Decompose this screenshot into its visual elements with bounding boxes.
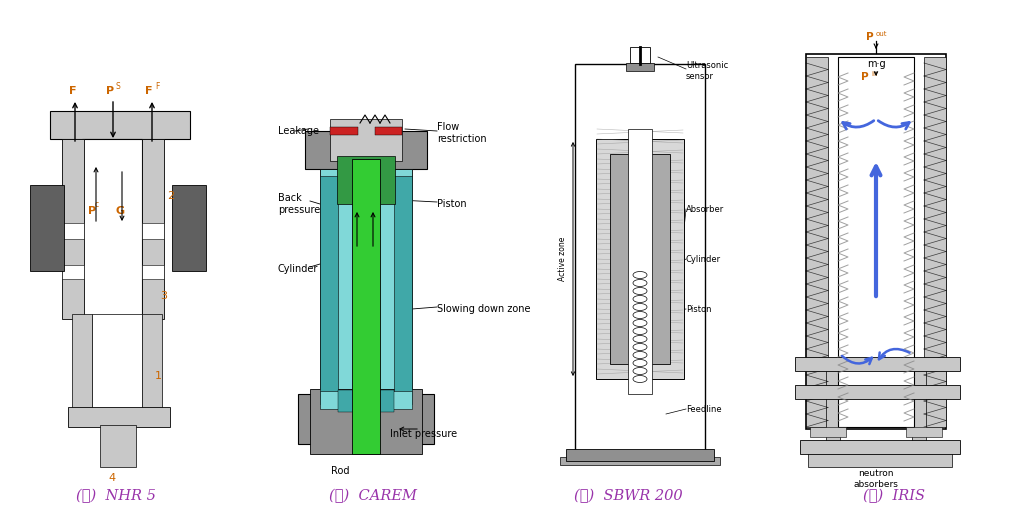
Bar [912, 369, 926, 449]
Bar [62, 265, 84, 279]
Text: Active zone: Active zone [558, 237, 567, 281]
Text: Rod: Rod [331, 466, 350, 476]
Bar [337, 156, 394, 204]
Bar [305, 131, 427, 169]
Text: 1: 1 [155, 371, 162, 381]
Text: Inlet pressure: Inlet pressure [390, 429, 457, 439]
Bar [924, 57, 946, 427]
Text: Cylinder: Cylinder [686, 254, 722, 264]
Bar [838, 57, 914, 427]
Bar [352, 159, 380, 454]
Text: F: F [69, 86, 77, 96]
Text: Feedline: Feedline [686, 405, 722, 413]
Bar [320, 176, 338, 404]
Bar [795, 357, 960, 371]
Bar [566, 449, 714, 461]
Bar [626, 63, 654, 71]
Bar [142, 223, 164, 239]
Bar [806, 57, 828, 427]
Text: m·g: m·g [867, 59, 885, 69]
Text: P: P [88, 206, 96, 216]
Bar [394, 176, 412, 404]
Bar [50, 111, 190, 139]
Bar [795, 385, 960, 399]
Text: G: G [117, 206, 125, 216]
Bar [62, 139, 84, 319]
Bar [338, 390, 394, 412]
Bar [92, 314, 142, 409]
Text: (다)  SBWR 200: (다) SBWR 200 [574, 489, 683, 503]
Bar [30, 185, 64, 271]
Text: neutron
absorbers: neutron absorbers [853, 469, 898, 489]
Bar [320, 391, 412, 409]
Bar [298, 394, 434, 444]
Bar [630, 47, 650, 63]
Text: Leakage: Leakage [278, 126, 319, 136]
Bar [560, 457, 721, 465]
Bar [330, 119, 402, 161]
Bar [82, 139, 142, 319]
Text: (나)  CAREM: (나) CAREM [329, 489, 417, 503]
Bar [68, 407, 170, 427]
Text: Flow
restriction: Flow restriction [437, 122, 486, 144]
Bar [72, 314, 92, 409]
Bar [100, 425, 136, 467]
Text: 2: 2 [167, 191, 174, 201]
Bar [62, 223, 84, 239]
Bar [826, 369, 840, 449]
Text: Piston: Piston [686, 304, 711, 314]
Text: (가)  NHR 5: (가) NHR 5 [76, 489, 155, 503]
Text: out: out [876, 31, 887, 37]
Text: 3: 3 [160, 291, 167, 301]
Text: P: P [106, 86, 114, 96]
Bar [142, 265, 164, 279]
Bar [628, 129, 652, 394]
Bar [142, 314, 162, 409]
Bar [800, 440, 960, 454]
Bar [806, 54, 946, 429]
Text: Cylinder: Cylinder [278, 264, 319, 274]
Bar [142, 139, 164, 319]
Text: P: P [862, 72, 869, 82]
Text: c: c [95, 200, 99, 209]
Text: (라)  IRIS: (라) IRIS [864, 489, 925, 503]
Bar [310, 389, 422, 454]
Bar [320, 169, 412, 404]
Bar [610, 154, 670, 364]
Text: F: F [145, 86, 152, 96]
Text: Slowing down zone: Slowing down zone [437, 304, 530, 314]
Bar [810, 427, 846, 437]
Text: P: P [867, 32, 874, 42]
Text: Back
pressure: Back pressure [278, 193, 320, 215]
Text: in: in [871, 71, 878, 77]
Bar [596, 139, 684, 379]
Text: Piston: Piston [437, 199, 467, 209]
Text: F: F [155, 82, 159, 91]
Text: S: S [117, 82, 121, 91]
Bar [330, 127, 358, 135]
Bar [172, 185, 206, 271]
Bar [375, 127, 402, 135]
Bar [575, 64, 705, 454]
Text: Ultrasonic
sensor: Ultrasonic sensor [686, 61, 729, 81]
Bar [905, 427, 942, 437]
Bar [808, 451, 953, 467]
Text: 4: 4 [108, 473, 115, 483]
Text: Absorber: Absorber [686, 205, 725, 213]
